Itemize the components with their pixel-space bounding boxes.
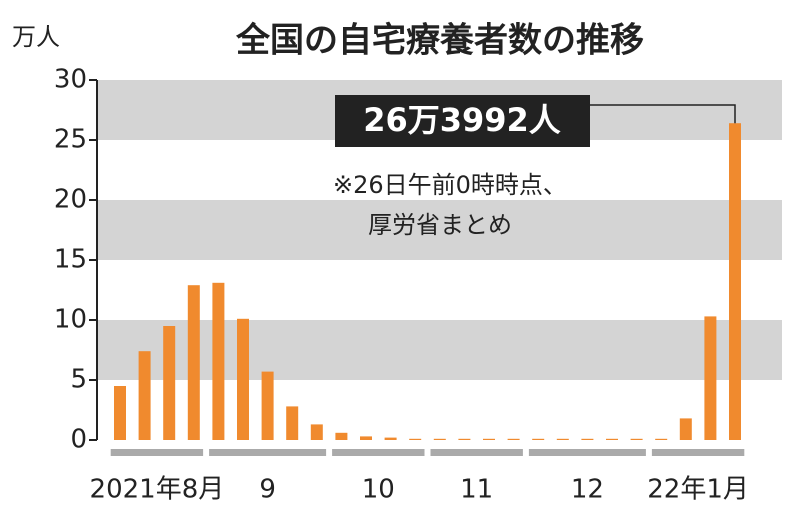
bar [679,418,692,440]
grid-band [97,320,782,380]
bar [237,318,249,440]
bar [138,351,151,440]
bar [458,438,471,440]
month-bar [110,449,204,456]
bar [606,438,618,440]
note: 厚労省まとめ [368,211,512,239]
bar [556,438,569,440]
bar [187,285,200,440]
y-tick-label: 5 [70,365,87,395]
x-tick-label: 11 [460,475,493,505]
x-tick-label: 2021年8月 [90,475,225,505]
bar [532,438,545,440]
month-bar [209,449,327,456]
bar [114,386,126,440]
grid-band [97,200,782,260]
y-unit: 万人 [12,23,60,51]
bar [409,438,422,440]
month-bar [430,449,523,456]
month-bar [528,449,646,456]
bar [335,432,348,440]
bar [360,436,372,440]
x-tick-label: 22年1月 [647,475,749,505]
bar [655,438,668,440]
bar [704,316,717,440]
month-bar [651,449,745,456]
chart-title: 全国の自宅療養者数の推移 [235,21,644,61]
x-tick-label: 12 [571,475,604,505]
bar [433,438,446,440]
x-tick-label: 10 [362,475,395,505]
y-tick-label: 10 [54,305,87,335]
y-tick-label: 15 [54,245,87,275]
y-tick-label: 0 [70,425,87,455]
annotation-box [335,95,590,147]
x-tick-label: 9 [259,475,276,505]
bar [310,424,323,440]
bar [630,438,643,440]
bar [729,123,741,441]
bar [384,437,397,440]
bar [286,406,299,440]
bar [581,438,594,440]
bar [212,282,225,440]
bar [483,438,495,440]
annotation: 26万3992人 [363,101,561,139]
leader-line [590,104,736,124]
y-tick-label: 25 [54,125,87,155]
bar [507,438,520,440]
bar [261,371,274,440]
y-tick-label: 20 [54,185,87,215]
bar [163,326,176,440]
month-bar [332,449,425,456]
y-tick-label: 30 [54,65,87,95]
note: ※26日午前0時時点、 [333,171,567,199]
